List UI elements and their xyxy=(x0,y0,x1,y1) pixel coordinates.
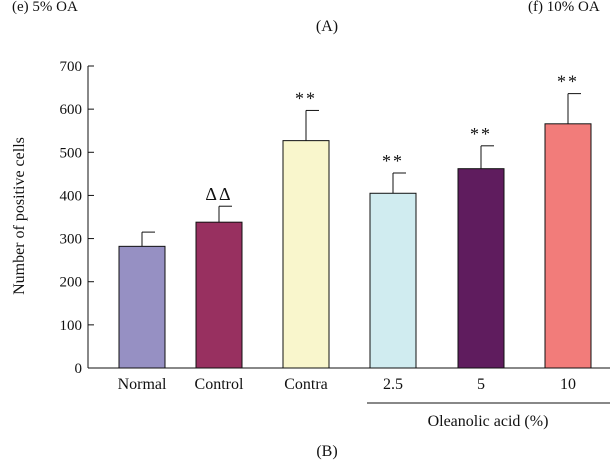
group-label: Oleanolic acid (%) xyxy=(428,413,549,430)
significance-label: ** xyxy=(470,124,492,144)
panel-label-a: (A) xyxy=(316,18,338,35)
bar xyxy=(457,168,505,369)
y-tick-label: 500 xyxy=(60,145,83,161)
bar-chart: Number of positive cells 010020030040050… xyxy=(11,59,610,430)
x-tick-label: Normal xyxy=(118,376,167,393)
bar xyxy=(118,245,166,369)
bar xyxy=(195,221,243,369)
x-tick-label: 10 xyxy=(560,376,576,393)
y-tick-label: 600 xyxy=(60,102,83,118)
significance-label: ** xyxy=(295,88,317,108)
panel-label-b: (B) xyxy=(316,443,337,460)
bar xyxy=(282,140,330,369)
y-axis-label: Number of positive cells xyxy=(11,137,28,295)
x-tick-label: Contra xyxy=(284,376,328,393)
x-tick-label: 5 xyxy=(477,376,485,393)
bar xyxy=(369,192,417,369)
caption-5pct-oa: (e) 5% OA xyxy=(12,0,78,15)
y-tick-label: 0 xyxy=(75,361,83,377)
significance-label: ΔΔ xyxy=(205,184,232,204)
y-tick-label: 700 xyxy=(60,59,83,75)
y-tick-label: 400 xyxy=(60,188,83,204)
y-tick-label: 200 xyxy=(60,275,83,291)
x-tick-label: Control xyxy=(195,376,244,393)
x-tick-label: 2.5 xyxy=(383,376,403,393)
y-tick-label: 100 xyxy=(60,318,83,334)
y-ticks: 0 100 200 300 400 500 600 700 xyxy=(60,59,94,377)
significance-label: ** xyxy=(557,72,579,92)
bars: ΔΔ ** ** ** ** xyxy=(118,72,592,369)
y-tick-label: 300 xyxy=(60,232,83,248)
caption-10pct-oa: (f) 10% OA xyxy=(528,0,600,15)
significance-label: ** xyxy=(382,151,404,171)
x-tick-labels: Normal Control Contra 2.5 5 10 xyxy=(118,376,576,393)
bar xyxy=(544,123,592,369)
